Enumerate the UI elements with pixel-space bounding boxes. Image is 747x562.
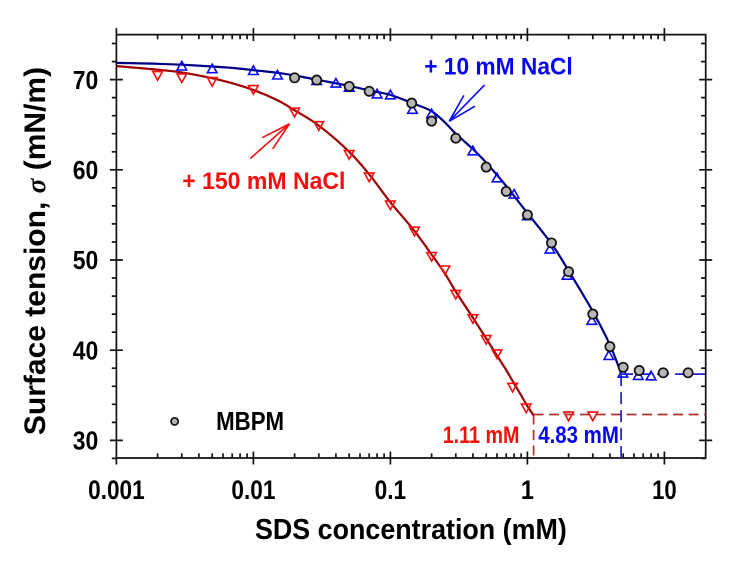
svg-text:0.1: 0.1 bbox=[375, 475, 407, 505]
svg-text:4.83 mM: 4.83 mM bbox=[538, 422, 619, 449]
svg-text:40: 40 bbox=[73, 337, 99, 366]
svg-text:SDS concentration (mM): SDS concentration (mM) bbox=[255, 513, 567, 545]
svg-text:70: 70 bbox=[73, 67, 99, 96]
svg-text:+ 10 mM NaCl: + 10 mM NaCl bbox=[424, 53, 573, 80]
svg-text:Surface tension, σ (mN/m): Surface tension, σ (mN/m) bbox=[19, 67, 52, 435]
svg-text:0.01: 0.01 bbox=[231, 475, 275, 505]
svg-text:10: 10 bbox=[652, 476, 676, 506]
svg-text:30: 30 bbox=[73, 427, 99, 456]
svg-text:1.11 mM: 1.11 mM bbox=[443, 421, 520, 448]
svg-text:60: 60 bbox=[73, 157, 99, 186]
svg-text:MBPM: MBPM bbox=[216, 407, 284, 436]
svg-text:0.001: 0.001 bbox=[88, 475, 145, 505]
svg-text:1: 1 bbox=[521, 475, 534, 505]
svg-text:+ 150 mM NaCl: + 150 mM NaCl bbox=[182, 168, 345, 195]
svg-text:50: 50 bbox=[73, 247, 99, 276]
